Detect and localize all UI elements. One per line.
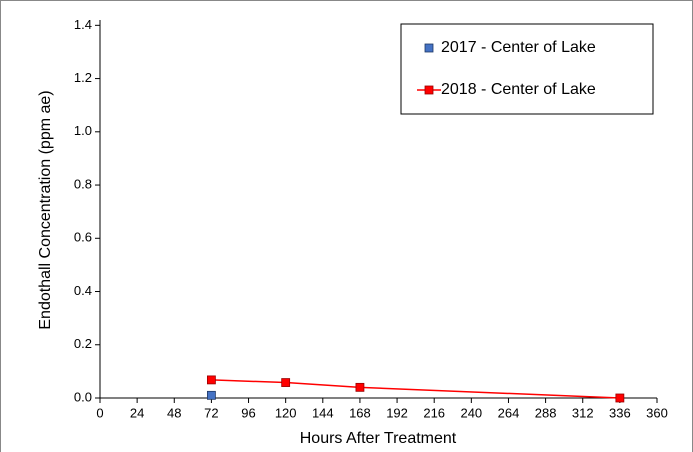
- x-tick-label: 144: [312, 405, 334, 420]
- legend-label: 2018 - Center of Lake: [441, 81, 596, 98]
- x-tick-label: 336: [609, 405, 631, 420]
- x-tick-label: 0: [96, 405, 103, 420]
- y-tick-label: 0.8: [74, 176, 92, 191]
- x-tick-label: 168: [349, 405, 371, 420]
- series-line: [211, 379, 620, 399]
- x-tick-label: 120: [275, 405, 297, 420]
- y-tick-label: 1.2: [74, 70, 92, 85]
- x-tick-label: 264: [498, 405, 520, 420]
- data-point: [355, 382, 365, 392]
- x-tick-label: 24: [130, 405, 144, 420]
- y-axis-title: Endothall Concentration (ppm ae): [37, 90, 54, 329]
- x-tick-label: 72: [204, 405, 218, 420]
- legend-marker: [424, 43, 434, 53]
- data-point: [281, 378, 291, 387]
- x-tick-label: 288: [535, 405, 557, 420]
- x-tick-label: 96: [241, 405, 255, 420]
- x-tick-label: 312: [572, 405, 594, 420]
- y-tick-label: 1.4: [74, 17, 92, 32]
- x-tick-label: 216: [423, 405, 445, 420]
- legend-marker: [424, 85, 434, 95]
- x-tick-label: 240: [460, 405, 482, 420]
- x-tick-label: 48: [167, 405, 181, 420]
- x-tick-label: 192: [386, 405, 408, 420]
- y-tick-label: 0.4: [74, 283, 92, 298]
- data-point: [206, 375, 216, 385]
- data-point: [206, 390, 216, 400]
- y-tick-label: 0.2: [74, 336, 92, 351]
- data-point: [615, 393, 625, 403]
- legend-box: [400, 23, 654, 115]
- y-tick-label: 1.0: [74, 123, 92, 138]
- legend-label: 2017 - Center of Lake: [441, 39, 596, 56]
- y-tick-label: 0.6: [74, 230, 92, 245]
- y-tick-label: 0.0: [74, 389, 92, 404]
- x-axis-title: Hours After Treatment: [300, 430, 457, 447]
- x-tick-label: 360: [646, 405, 668, 420]
